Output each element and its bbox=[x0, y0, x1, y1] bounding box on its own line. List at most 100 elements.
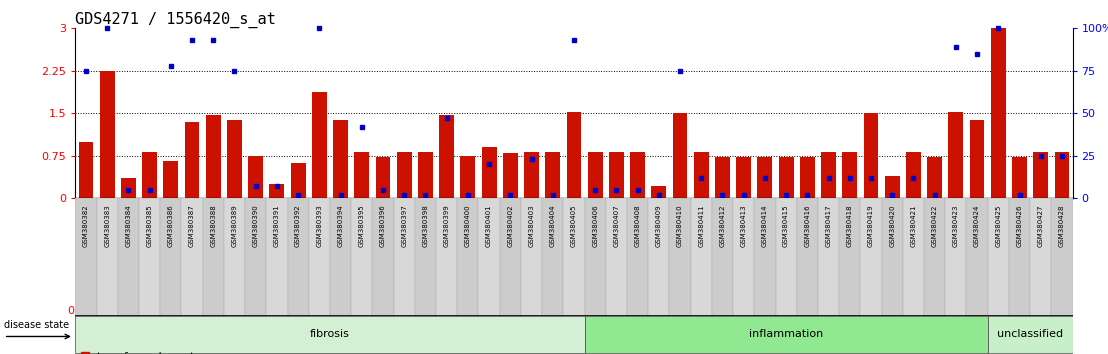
Bar bbox=[269, 184, 285, 198]
Bar bbox=[96, 198, 117, 319]
Bar bbox=[715, 158, 730, 198]
Bar bbox=[117, 198, 138, 319]
Bar bbox=[648, 198, 669, 319]
Bar bbox=[503, 153, 517, 198]
Text: GSM380392: GSM380392 bbox=[295, 204, 301, 247]
Bar bbox=[1012, 158, 1027, 198]
Text: GSM380403: GSM380403 bbox=[529, 204, 534, 247]
Text: GSM380391: GSM380391 bbox=[274, 204, 280, 247]
Bar bbox=[224, 198, 245, 319]
Text: GSM380425: GSM380425 bbox=[995, 204, 1002, 247]
Bar bbox=[903, 198, 924, 319]
Bar bbox=[863, 113, 879, 198]
Text: 0: 0 bbox=[68, 306, 74, 316]
Text: GSM380390: GSM380390 bbox=[253, 204, 258, 247]
Bar bbox=[227, 120, 242, 198]
Bar bbox=[627, 198, 648, 319]
Bar bbox=[566, 112, 582, 198]
Bar bbox=[673, 113, 687, 198]
Text: GSM380419: GSM380419 bbox=[868, 204, 874, 247]
Bar bbox=[885, 176, 900, 198]
Bar bbox=[351, 198, 372, 319]
Text: GDS4271 / 1556420_s_at: GDS4271 / 1556420_s_at bbox=[75, 12, 276, 28]
Text: GSM380428: GSM380428 bbox=[1059, 204, 1065, 247]
Bar bbox=[736, 158, 751, 198]
Bar bbox=[372, 198, 393, 319]
Bar bbox=[585, 198, 606, 319]
Bar bbox=[393, 198, 414, 319]
Bar bbox=[414, 198, 437, 319]
Bar bbox=[861, 198, 882, 319]
Text: fibrosis: fibrosis bbox=[310, 329, 350, 339]
Bar bbox=[524, 152, 538, 198]
Bar bbox=[248, 156, 263, 198]
Bar bbox=[945, 198, 966, 319]
Bar bbox=[606, 198, 627, 319]
Bar bbox=[839, 198, 861, 319]
Bar bbox=[312, 92, 327, 198]
Bar bbox=[479, 198, 500, 319]
Text: GSM380423: GSM380423 bbox=[953, 204, 958, 247]
Bar bbox=[882, 198, 903, 319]
Text: GSM380413: GSM380413 bbox=[740, 204, 747, 247]
Text: GSM380393: GSM380393 bbox=[317, 204, 322, 247]
Text: GSM380395: GSM380395 bbox=[359, 204, 365, 247]
Bar bbox=[818, 198, 839, 319]
Text: disease state: disease state bbox=[3, 320, 69, 330]
Bar bbox=[203, 198, 224, 319]
Text: GSM380389: GSM380389 bbox=[232, 204, 237, 247]
Text: GSM380398: GSM380398 bbox=[422, 204, 429, 247]
Text: inflammation: inflammation bbox=[749, 329, 823, 339]
Bar bbox=[75, 198, 96, 319]
Bar bbox=[776, 198, 797, 319]
Bar bbox=[309, 198, 330, 319]
Text: GSM380422: GSM380422 bbox=[932, 204, 937, 247]
Bar bbox=[439, 115, 454, 198]
Bar bbox=[142, 152, 157, 198]
Text: GSM380424: GSM380424 bbox=[974, 204, 981, 247]
Bar bbox=[987, 316, 1073, 353]
Bar bbox=[330, 198, 351, 319]
Bar bbox=[161, 198, 182, 319]
Text: GSM380406: GSM380406 bbox=[592, 204, 598, 247]
Bar bbox=[75, 316, 585, 353]
Text: GSM380388: GSM380388 bbox=[211, 204, 216, 247]
Bar bbox=[966, 198, 987, 319]
Bar bbox=[1055, 152, 1069, 198]
Bar bbox=[948, 112, 963, 198]
Text: GSM380418: GSM380418 bbox=[847, 204, 853, 247]
Bar bbox=[163, 161, 178, 198]
Bar bbox=[418, 152, 433, 198]
Text: GSM380400: GSM380400 bbox=[465, 204, 471, 247]
Bar bbox=[1030, 198, 1051, 319]
Text: GSM380382: GSM380382 bbox=[83, 204, 89, 247]
Text: GSM380410: GSM380410 bbox=[677, 204, 683, 247]
Text: GSM380394: GSM380394 bbox=[338, 204, 343, 247]
Text: GSM380409: GSM380409 bbox=[656, 204, 661, 247]
Text: GSM380415: GSM380415 bbox=[783, 204, 789, 247]
Bar bbox=[458, 198, 479, 319]
Bar bbox=[79, 142, 93, 198]
Text: GSM380411: GSM380411 bbox=[698, 204, 705, 247]
Text: GSM380405: GSM380405 bbox=[571, 204, 577, 247]
Text: GSM380417: GSM380417 bbox=[825, 204, 831, 247]
Bar bbox=[121, 178, 136, 198]
Bar bbox=[482, 147, 496, 198]
Bar bbox=[376, 158, 390, 198]
Bar bbox=[970, 120, 985, 198]
Bar bbox=[266, 198, 287, 319]
Bar bbox=[927, 158, 942, 198]
Bar bbox=[1051, 198, 1073, 319]
Bar bbox=[690, 198, 711, 319]
Bar bbox=[545, 152, 561, 198]
Bar bbox=[185, 122, 199, 198]
Text: GSM380383: GSM380383 bbox=[104, 204, 110, 247]
Bar bbox=[609, 152, 624, 198]
Legend: transformed count, percentile rank within the sample: transformed count, percentile rank withi… bbox=[81, 352, 273, 354]
Bar bbox=[355, 152, 369, 198]
Bar bbox=[694, 152, 709, 198]
Bar bbox=[652, 186, 666, 198]
Bar bbox=[924, 198, 945, 319]
Bar bbox=[100, 71, 114, 198]
Bar bbox=[542, 198, 563, 319]
